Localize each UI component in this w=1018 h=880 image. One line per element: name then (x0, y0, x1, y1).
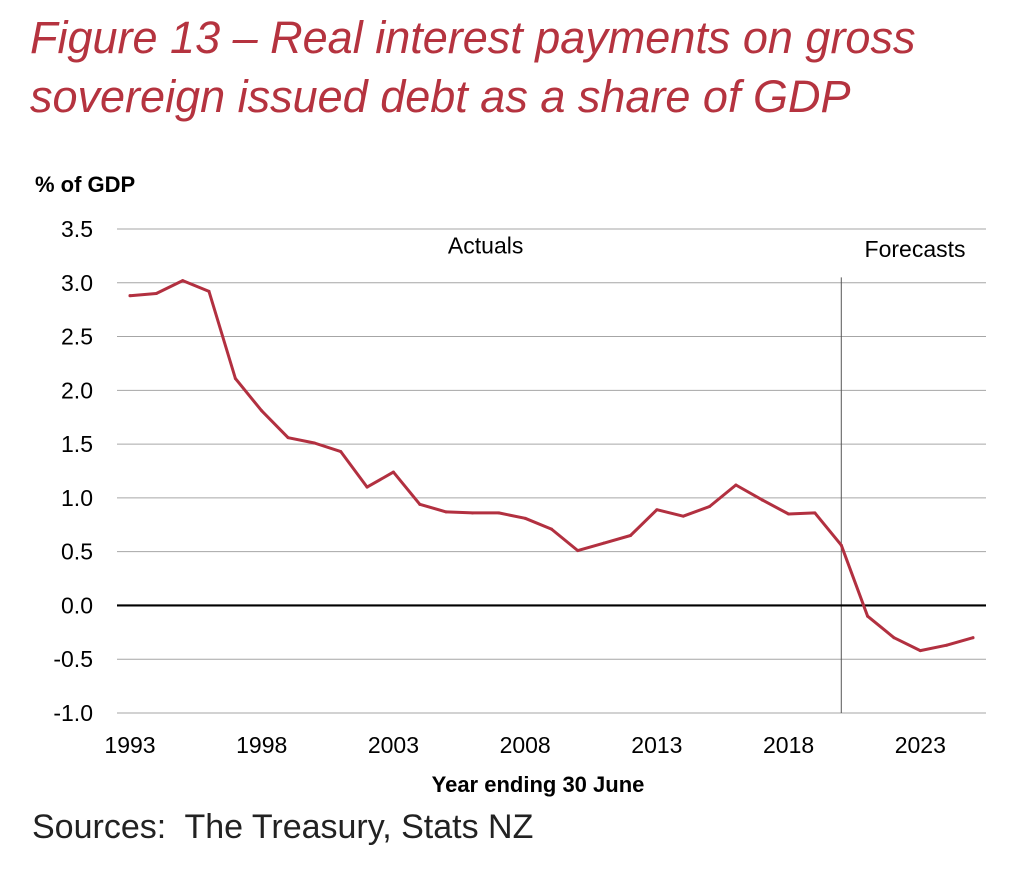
data-point (550, 527, 553, 531)
data-point (839, 543, 843, 547)
data-point (760, 498, 764, 502)
y-tick-label: 2.5 (61, 324, 93, 350)
annotation-actuals: Actuals (448, 233, 523, 259)
data-point (734, 483, 738, 487)
data-point (470, 511, 474, 515)
line-chart: 3.53.02.52.01.51.00.50.0-0.5-1.0 1993 199… (35, 172, 986, 797)
data-point (523, 516, 527, 520)
x-tick-label: 2018 (763, 732, 814, 758)
y-tick-label: -1.0 (53, 700, 93, 726)
data-point (866, 614, 870, 618)
data-point (918, 649, 922, 653)
y-tick-label: 1.5 (61, 431, 93, 457)
data-point (602, 541, 606, 545)
y-tick-label: 3.5 (61, 216, 93, 242)
y-tick-label: 0.0 (61, 592, 93, 618)
x-axis-tick-labels: 1993 1998 2003 2008 2013 2018 2023 (104, 732, 945, 758)
data-point (444, 510, 448, 514)
gridlines (117, 228, 986, 714)
data-point (813, 511, 817, 515)
y-tick-label: 0.5 (61, 539, 93, 565)
data-point (181, 279, 185, 283)
data-point (207, 289, 211, 293)
data-point (497, 511, 501, 515)
x-tick-label: 1998 (236, 732, 287, 758)
data-point (233, 377, 237, 381)
data-point (418, 502, 422, 506)
y-tick-label: 2.0 (61, 377, 93, 403)
y-axis-label: % of GDP (35, 172, 135, 197)
data-point (154, 292, 158, 296)
x-tick-label: 2013 (631, 732, 682, 758)
data-point (260, 409, 264, 413)
y-tick-label: 1.0 (61, 485, 93, 511)
figure-title: Figure 13 – Real interest payments on gr… (30, 8, 1000, 126)
figure-title-line-1: Figure 13 – Real interest payments on gr… (30, 12, 916, 63)
series-points (128, 279, 975, 653)
x-tick-label: 2003 (368, 732, 419, 758)
data-point (787, 512, 791, 516)
data-point (945, 643, 949, 647)
data-point (391, 470, 395, 474)
data-point (339, 450, 343, 454)
y-tick-label: -0.5 (53, 646, 93, 672)
data-point (128, 294, 132, 298)
data-point (655, 508, 659, 512)
x-axis-label: Year ending 30 June (432, 772, 645, 797)
data-point (708, 504, 712, 508)
x-tick-label: 2023 (895, 732, 946, 758)
data-point (365, 485, 369, 489)
sources-note: Sources: The Treasury, Stats NZ (32, 808, 534, 846)
figure-title-line-2: sovereign issued debt as a share of GDP (30, 71, 851, 122)
data-point (286, 436, 290, 440)
y-axis-tick-labels: 3.5 3.0 2.5 2.0 1.5 1.0 0.5 0.0 -0.5 -1.0 (53, 216, 93, 726)
data-point (971, 636, 975, 640)
data-point (576, 549, 580, 553)
x-tick-label: 2008 (500, 732, 551, 758)
data-point (312, 441, 316, 445)
data-point (892, 636, 896, 640)
data-point (681, 514, 685, 518)
annotation-forecasts: Forecasts (865, 236, 966, 262)
x-tick-label: 1993 (104, 732, 155, 758)
data-point (629, 534, 633, 538)
y-tick-label: 3.0 (61, 270, 93, 296)
